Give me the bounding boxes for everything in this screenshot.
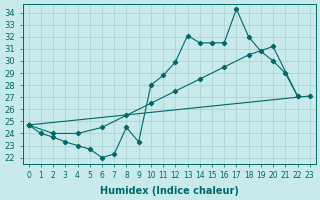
X-axis label: Humidex (Indice chaleur): Humidex (Indice chaleur) xyxy=(100,186,239,196)
